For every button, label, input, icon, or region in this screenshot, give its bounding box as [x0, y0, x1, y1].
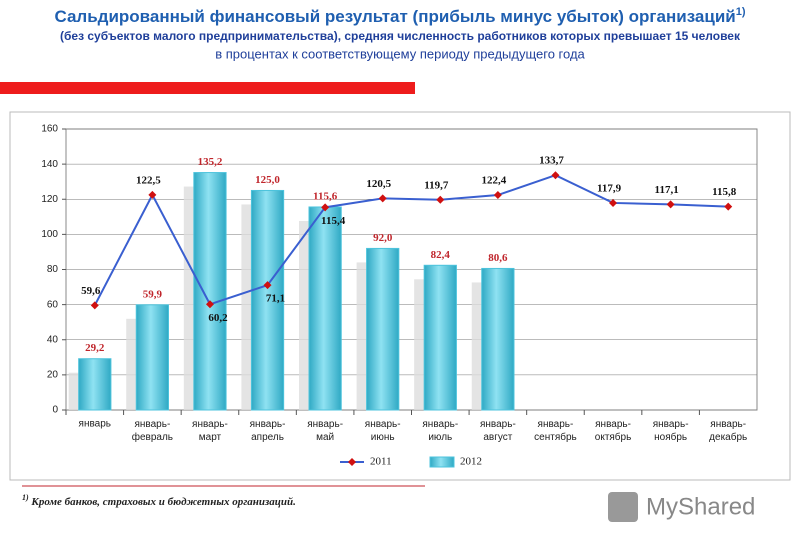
- x-tick-line: январь-: [653, 419, 689, 430]
- x-tick-line: январь-: [710, 419, 746, 430]
- x-tick-label: январь-июнь: [365, 419, 401, 443]
- bar-value-label: 135,2: [198, 156, 223, 168]
- bar: [481, 267, 515, 411]
- x-tick-line: июнь: [371, 432, 395, 443]
- y-tick-label: 120: [41, 194, 58, 205]
- x-tick-line: март: [199, 432, 222, 443]
- line-value-label: 115,8: [712, 186, 737, 198]
- x-tick-label: январь-февраль: [132, 419, 173, 443]
- x-tick-label: январь: [79, 419, 111, 430]
- x-tick-line: январь-: [250, 419, 286, 430]
- line-marker: [148, 190, 157, 199]
- bar-value-label: 59,9: [143, 288, 163, 300]
- bar: [366, 247, 400, 411]
- bar-value-label: 80,6: [488, 252, 508, 264]
- line-marker: [436, 195, 445, 204]
- x-tick-line: декабрь: [709, 431, 747, 443]
- legend-marker: [348, 458, 356, 466]
- line: [93, 174, 729, 306]
- legend-label: 2012: [460, 456, 482, 468]
- x-tick-line: январь-: [595, 419, 631, 430]
- line-marker: [205, 300, 214, 309]
- bar: [135, 304, 169, 411]
- line-value-label: 115,4: [321, 215, 346, 227]
- x-tick-line: январь-: [307, 419, 343, 430]
- y-tick-label: 60: [47, 299, 59, 310]
- bar-value-label: 29,2: [85, 342, 105, 354]
- x-tick-line: ноябрь: [654, 431, 687, 443]
- y-tick-label: 140: [41, 159, 58, 170]
- x-tick-line: май: [316, 432, 334, 443]
- line-marker: [666, 200, 675, 209]
- line-marker: [321, 203, 330, 212]
- x-tick-line: январь-: [365, 419, 401, 430]
- y-tick-label: 40: [47, 334, 59, 345]
- x-tick-label: январь-апрель: [250, 419, 286, 443]
- x-tick-line: апрель: [251, 432, 284, 443]
- x-tick-line: февраль: [132, 431, 173, 443]
- legend-label: 2011: [370, 456, 392, 468]
- line-value-label: 122,4: [482, 175, 507, 187]
- y-tick-label: 160: [41, 124, 58, 135]
- subtitle2: в процентах к соответствующему периоду п…: [215, 46, 585, 61]
- legend-swatch: [429, 456, 455, 468]
- bar: [423, 264, 457, 411]
- x-tick-line: октябрь: [595, 431, 632, 443]
- line-value-label: 60,2: [208, 312, 228, 324]
- x-tick-label: январь-сентябрь: [534, 419, 577, 443]
- line-value-label: 117,9: [597, 182, 622, 194]
- bar: [308, 206, 342, 411]
- x-tick-label: январь-май: [307, 419, 343, 443]
- line-marker: [724, 202, 733, 211]
- x-tick-label: январь-октябрь: [595, 419, 632, 443]
- x-tick-line: июль: [428, 432, 452, 443]
- x-tick-line: январь-: [134, 419, 170, 430]
- x-tick-line: январь-: [538, 419, 574, 430]
- line-marker: [263, 281, 272, 290]
- x-tick-line: январь-: [422, 419, 458, 430]
- line-value-label: 119,7: [424, 179, 449, 191]
- line-value-label: 117,1: [655, 184, 679, 196]
- line-value-label: 71,1: [266, 293, 285, 305]
- y-tick-label: 80: [47, 264, 59, 275]
- x-tick-line: январь-: [480, 419, 516, 430]
- x-tick-label: январь-ноябрь: [653, 419, 689, 443]
- bar-value-label: 115,6: [313, 191, 338, 203]
- bar-value-label: 125,0: [255, 174, 280, 186]
- line-value-label: 59,6: [81, 285, 101, 297]
- x-tick-label: январь-март: [192, 419, 228, 443]
- subtitle: (без субъектов малого предпринимательств…: [60, 29, 741, 43]
- x-tick-line: сентябрь: [534, 431, 577, 443]
- line-value-label: 133,7: [539, 155, 564, 167]
- line-marker: [90, 301, 99, 310]
- bar-value-label: 92,0: [373, 232, 393, 244]
- bar-value-label: 82,4: [431, 249, 451, 261]
- line-marker: [609, 198, 618, 207]
- line-value-label: 122,5: [136, 174, 161, 186]
- y-tick-label: 100: [41, 229, 58, 240]
- line-marker: [378, 194, 387, 203]
- title: Сальдированный финансовый результат (при…: [54, 6, 745, 27]
- bar: [78, 358, 112, 411]
- line-marker: [493, 191, 502, 200]
- x-tick-label: январь-июль: [422, 419, 458, 443]
- line-marker: [551, 171, 560, 180]
- footnote: 1) Кроме банков, страховых и бюджетных о…: [22, 493, 296, 508]
- line-value-label: 120,5: [366, 178, 391, 190]
- watermark: MyShared: [646, 493, 755, 520]
- bar: [250, 189, 285, 411]
- y-tick-label: 0: [52, 405, 58, 416]
- x-tick-line: январь-: [192, 419, 228, 430]
- y-tick-label: 20: [47, 370, 59, 381]
- x-tick-label: январь-декабрь: [709, 419, 747, 443]
- x-tick-line: август: [483, 432, 512, 443]
- watermark-icon: [608, 492, 638, 522]
- x-tick-label: январь-август: [480, 419, 516, 443]
- bar: [193, 172, 227, 411]
- accent-bar: [0, 82, 415, 94]
